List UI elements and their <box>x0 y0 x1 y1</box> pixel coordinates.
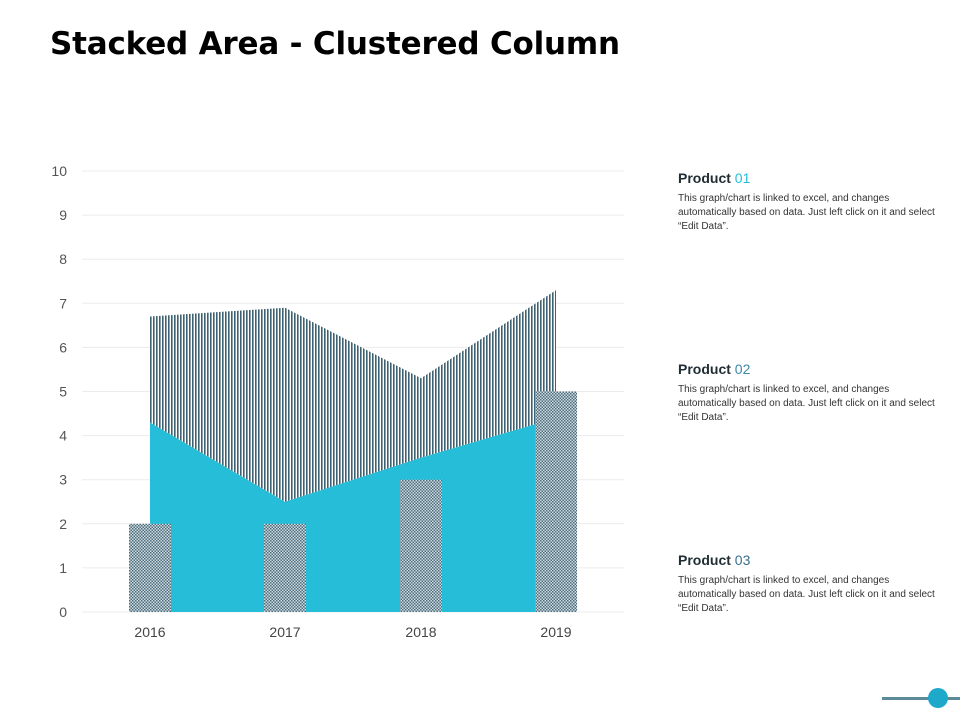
y-tick-label: 4 <box>59 428 67 444</box>
area-series-2 <box>150 290 556 502</box>
y-tick-label: 8 <box>59 251 67 267</box>
y-tick-label: 3 <box>59 472 67 488</box>
x-tick-label: 2017 <box>269 624 300 640</box>
product-02-block: Product 02 This graph/chart is linked to… <box>678 361 948 425</box>
y-tick-label: 10 <box>51 163 67 179</box>
product-03-block: Product 03 This graph/chart is linked to… <box>678 552 948 616</box>
decorative-line <box>882 697 960 700</box>
y-tick-label: 2 <box>59 516 67 532</box>
product-03-description: This graph/chart is linked to excel, and… <box>678 575 935 614</box>
decorative-dot-icon <box>928 688 948 708</box>
x-tick-label: 2019 <box>540 624 571 640</box>
column-bar <box>400 479 442 612</box>
column-bar <box>535 391 577 612</box>
product-03-label: Product <box>678 552 731 568</box>
product-03-heading: Product 03 <box>678 552 948 568</box>
product-02-number: 02 <box>734 361 751 377</box>
y-tick-label: 0 <box>59 604 67 620</box>
product-02-label: Product <box>678 361 731 377</box>
product-02-description: This graph/chart is linked to excel, and… <box>678 384 935 423</box>
product-01-block: Product 01 This graph/chart is linked to… <box>678 170 948 234</box>
x-tick-label: 2018 <box>405 624 436 640</box>
column-bar <box>129 523 171 612</box>
page-title: Stacked Area - Clustered Column <box>50 26 620 62</box>
product-01-number: 01 <box>734 170 751 186</box>
x-tick-label: 2016 <box>134 624 165 640</box>
area-series-1 <box>150 417 556 612</box>
y-tick-label: 5 <box>59 384 67 400</box>
product-02-heading: Product 02 <box>678 361 948 377</box>
y-tick-label: 1 <box>59 560 67 576</box>
y-tick-label: 9 <box>59 207 67 223</box>
product-01-label: Product <box>678 170 731 186</box>
product-01-description: This graph/chart is linked to excel, and… <box>678 193 935 232</box>
product-01-heading: Product 01 <box>678 170 948 186</box>
column-bar <box>264 523 306 612</box>
y-tick-label: 6 <box>59 339 67 355</box>
product-03-number: 03 <box>734 552 751 568</box>
y-tick-label: 7 <box>59 295 67 311</box>
